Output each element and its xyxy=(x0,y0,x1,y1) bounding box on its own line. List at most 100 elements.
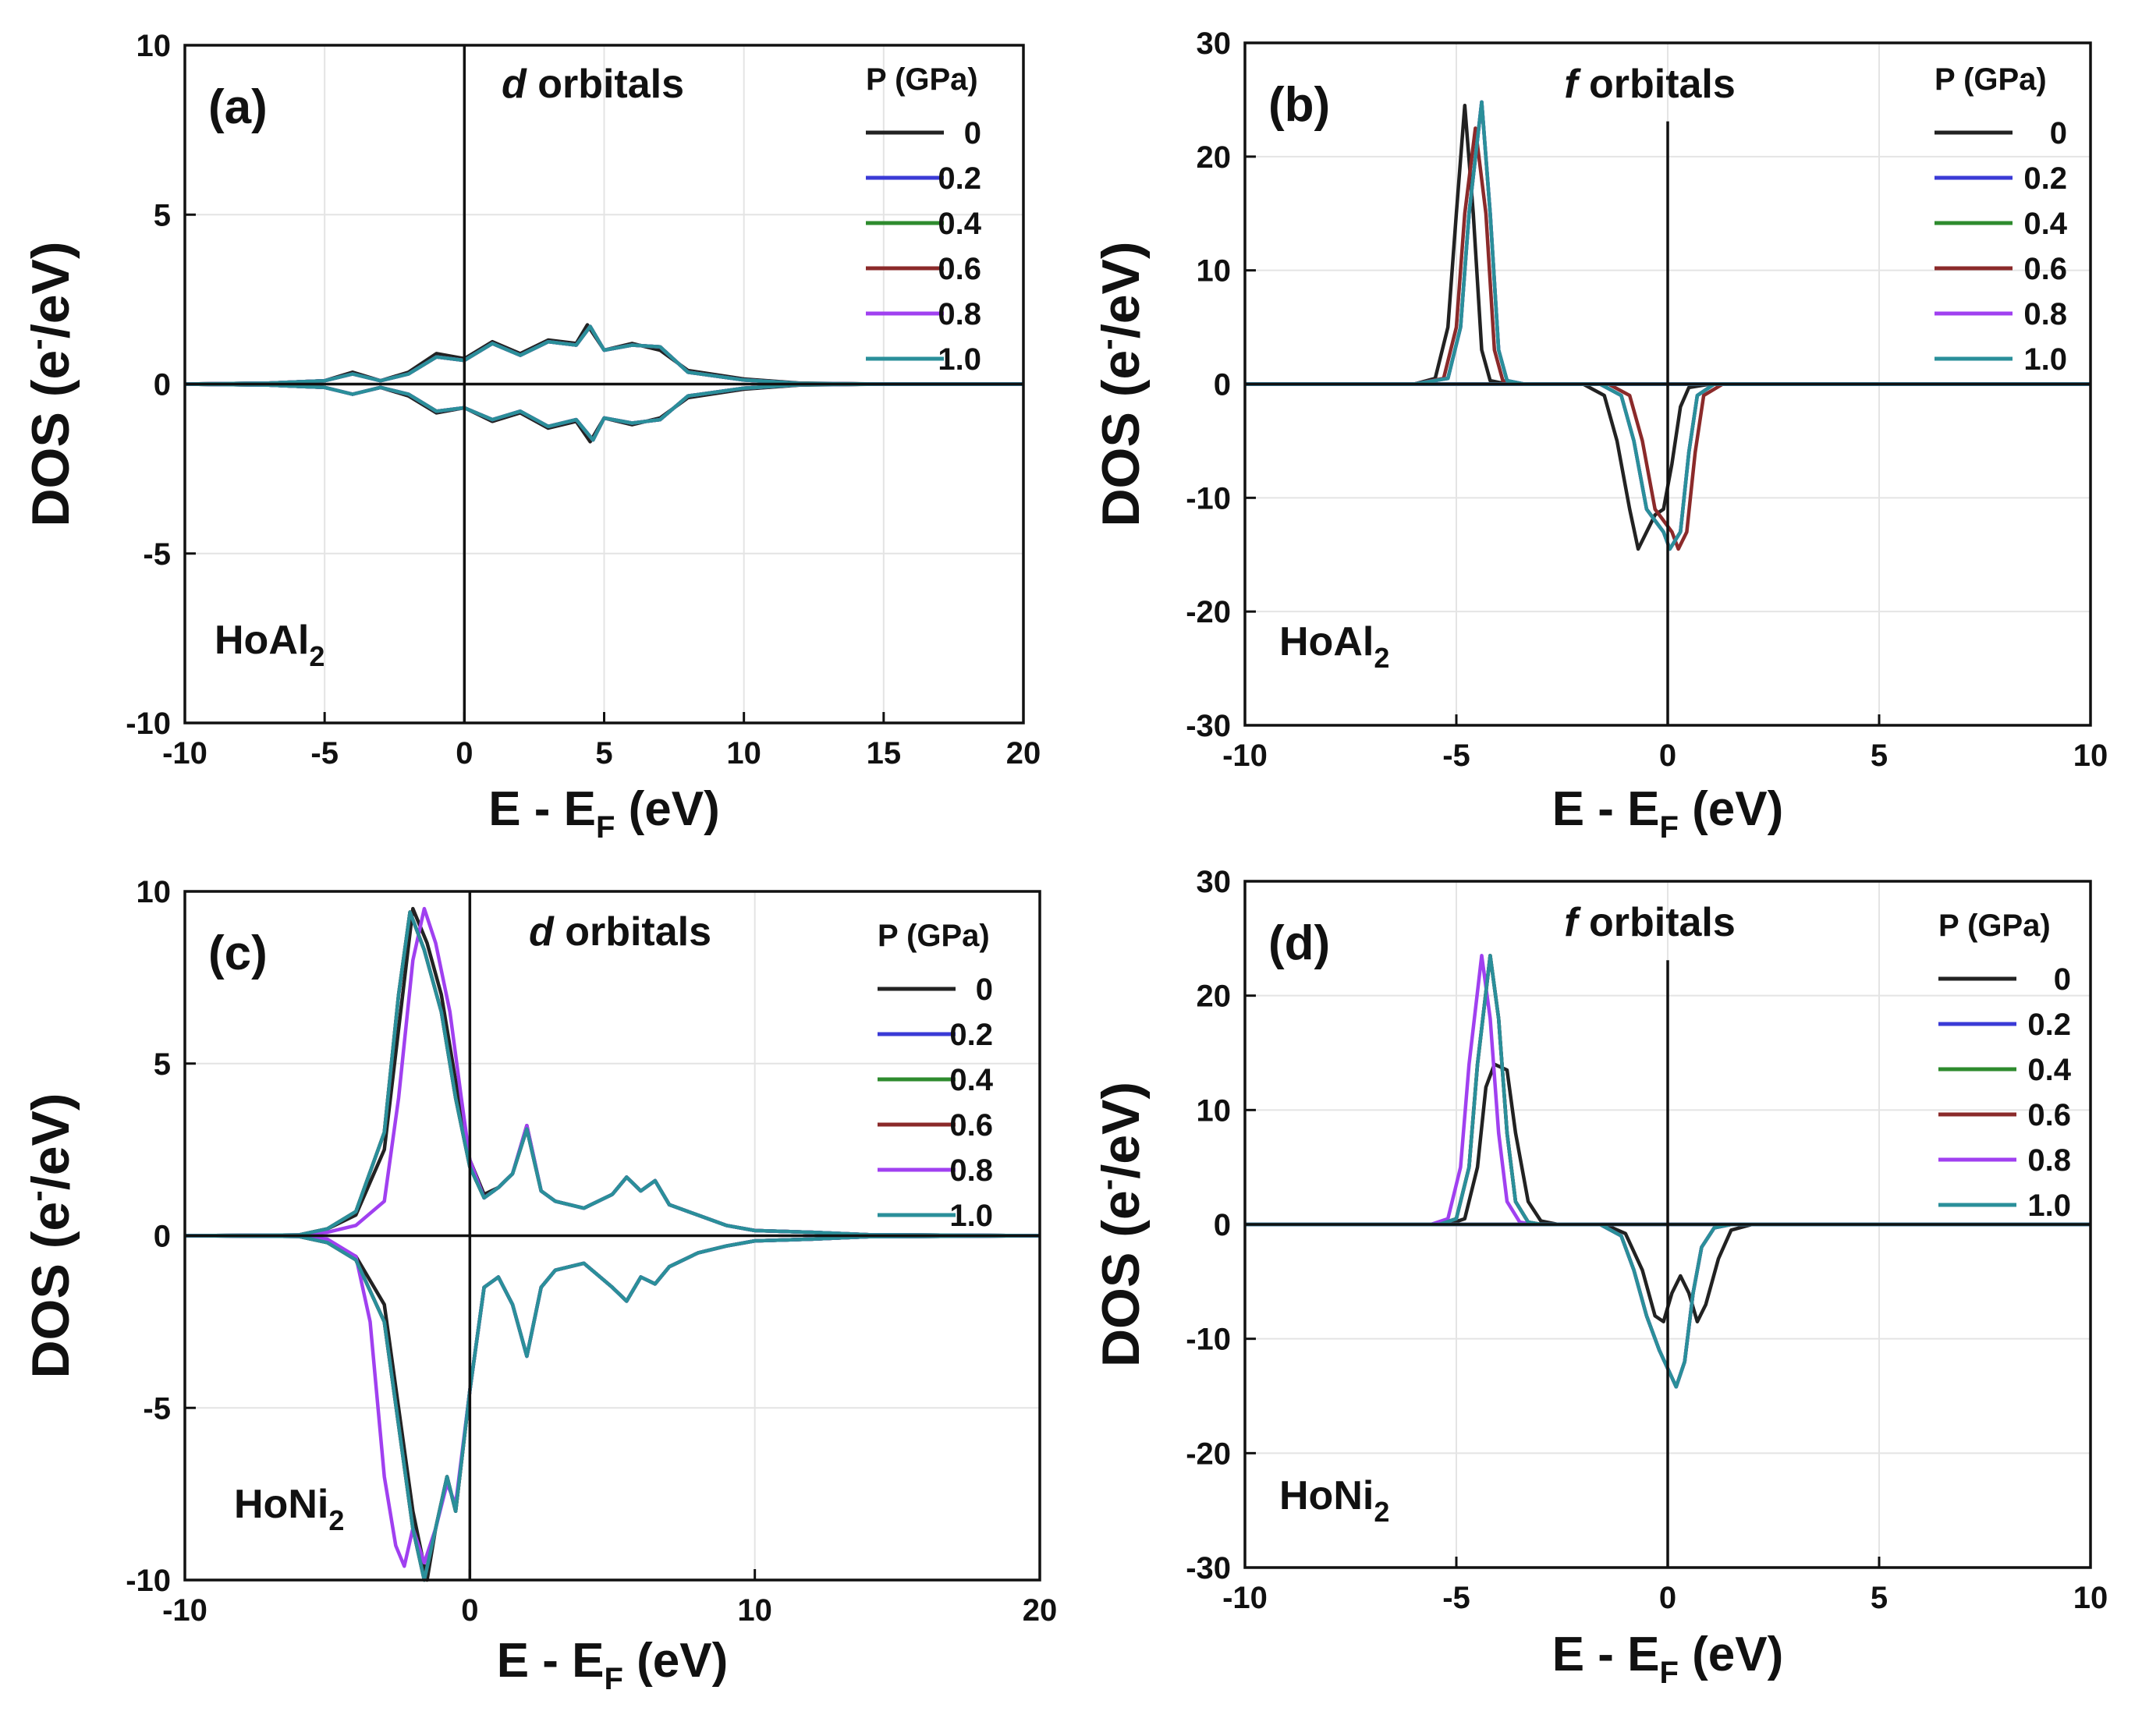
orbital-annotation: d orbitals xyxy=(502,62,684,107)
series-0.4-spin-up-line xyxy=(184,910,1041,1238)
x-tick-label: -10 xyxy=(1222,739,1268,773)
y-tick-label: 10 xyxy=(137,875,172,909)
panel-label: (d) xyxy=(1268,916,1330,970)
x-axis-title: E - EF (eV) xyxy=(497,1634,729,1696)
y-tick-label: -20 xyxy=(1186,1437,1231,1471)
legend-entry: 0.4 xyxy=(2023,207,2067,241)
series-1.0-spin-up-line xyxy=(184,324,1023,386)
y-tick-label: 5 xyxy=(154,198,171,232)
legend-entry: 0.2 xyxy=(2027,1008,2071,1042)
y-tick-label: 20 xyxy=(1197,140,1232,175)
y-tick-label: 30 xyxy=(1197,27,1232,61)
y-axis-title: DOS (e-/eV) xyxy=(1088,1082,1151,1367)
legend-title: P (GPa) xyxy=(1935,62,2047,97)
compound-label: HoNi2 xyxy=(234,1482,344,1536)
y-tick-label: -30 xyxy=(1186,1551,1231,1585)
legend-title: P (GPa) xyxy=(866,62,978,97)
y-tick-label: 0 xyxy=(154,368,171,402)
series-0.2-spin-up-line xyxy=(184,910,1041,1238)
panel-d: -10 -5 0 5 10 -30 -20 -10 0 10 20 30 E - EF (eV) DOS … xyxy=(1088,865,2108,1690)
panel-b: -10 -5 0 5 10 -30 -20 -10 0 10 20 30 E - EF (eV) DOS … xyxy=(1088,27,2108,845)
x-tick-label: 0 xyxy=(1659,739,1676,773)
legend-title: P (GPa) xyxy=(878,919,990,953)
x-tick-label: 10 xyxy=(737,1593,772,1628)
x-tick-label: 10 xyxy=(726,736,761,771)
y-axis-title: DOS (e-/eV) xyxy=(1088,241,1151,526)
compound-label: HoAl2 xyxy=(215,618,324,672)
compound-label: HoNi2 xyxy=(1279,1473,1389,1528)
legend-entry: 0.8 xyxy=(949,1153,993,1188)
series-1.0-spin-down-line xyxy=(184,1234,1041,1582)
legend-entry: 0.4 xyxy=(949,1063,993,1097)
compound-label: HoAl2 xyxy=(1279,619,1389,674)
y-tick-label: -5 xyxy=(143,1391,171,1426)
x-tick-label: 5 xyxy=(1871,1581,1888,1615)
series-0.8-spin-up-line xyxy=(184,906,1041,1238)
legend: P (GPa)00.20.40.60.81.0 xyxy=(1935,62,2068,377)
y-tick-label: -20 xyxy=(1186,595,1231,629)
legend-entry: 1.0 xyxy=(2027,1189,2071,1223)
legend: P (GPa)00.20.40.60.81.0 xyxy=(1938,909,2072,1223)
legend-entry: 0.8 xyxy=(2027,1143,2071,1178)
y-tick-label: 0 xyxy=(1214,368,1231,402)
panel-label: (a) xyxy=(208,80,268,134)
y-tick-label: 30 xyxy=(1197,865,1232,899)
x-tick-label: 10 xyxy=(2073,739,2108,773)
series-1.0-spin-up-line xyxy=(1245,100,2091,386)
series-1.0-spin-down-line xyxy=(1245,1222,2091,1389)
legend-entry: 0.4 xyxy=(938,207,981,241)
x-tick-label: -5 xyxy=(310,736,339,771)
x-tick-label: 5 xyxy=(595,736,612,771)
y-tick-label: -5 xyxy=(143,537,171,572)
orbital-annotation: f orbitals xyxy=(1564,62,1736,107)
y-tick-label: 20 xyxy=(1197,980,1232,1014)
legend-title: P (GPa) xyxy=(1938,909,2051,943)
legend: P (GPa)00.20.40.60.81.0 xyxy=(878,919,994,1233)
legend-entry: 0.6 xyxy=(938,252,981,286)
y-tick-label: -10 xyxy=(126,1564,171,1598)
x-axis-title: E - EF (eV) xyxy=(1552,782,1784,845)
x-tick-label: -10 xyxy=(1222,1581,1268,1615)
y-tick-label: 0 xyxy=(154,1220,171,1254)
y-tick-label: -30 xyxy=(1186,709,1231,743)
series-1.0-spin-up-line xyxy=(184,910,1041,1238)
legend-entry: 0.4 xyxy=(2027,1053,2071,1087)
y-tick-label: 10 xyxy=(137,29,172,63)
y-tick-label: 10 xyxy=(1197,1093,1232,1128)
x-tick-label: 0 xyxy=(456,736,473,771)
series-0-spin-up-line xyxy=(184,906,1041,1238)
x-tick-label: 20 xyxy=(1006,736,1041,771)
legend-entry: 0.6 xyxy=(2027,1098,2071,1132)
legend: P (GPa)00.20.40.60.81.0 xyxy=(866,62,982,377)
series-0-spin-down-line xyxy=(1245,382,2091,551)
x-tick-label: 20 xyxy=(1023,1593,1058,1628)
series-1.0-spin-down-line xyxy=(1245,382,2091,551)
legend-entry: 1.0 xyxy=(949,1199,993,1233)
legend-entry: 0 xyxy=(964,116,981,151)
x-tick-label: -5 xyxy=(1442,739,1470,773)
orbital-annotation: d orbitals xyxy=(529,909,711,955)
series-1.0-spin-up-line xyxy=(1245,954,2091,1227)
y-axis-title: DOS (e-/eV) xyxy=(18,241,80,526)
y-tick-label: -10 xyxy=(126,707,171,741)
x-axis-title: E - EF (eV) xyxy=(488,782,720,845)
x-axis-title: E - EF (eV) xyxy=(1552,1628,1784,1690)
y-tick-label: 10 xyxy=(1197,254,1232,289)
legend-entry: 0 xyxy=(2050,116,2067,151)
legend-entry: 1.0 xyxy=(938,342,981,377)
y-tick-label: 0 xyxy=(1214,1208,1231,1242)
x-tick-label: -10 xyxy=(162,1593,207,1628)
legend-entry: 0.2 xyxy=(949,1018,993,1052)
x-tick-label: -5 xyxy=(1442,1581,1470,1615)
legend-entry: 0.2 xyxy=(2023,161,2067,196)
y-axis-title: DOS (e-/eV) xyxy=(18,1093,80,1378)
x-tick-label: -10 xyxy=(162,736,207,771)
panel-label: (c) xyxy=(208,926,268,980)
x-tick-label: 15 xyxy=(867,736,902,771)
legend-entry: 0.8 xyxy=(938,297,981,331)
y-tick-label: -10 xyxy=(1186,481,1231,515)
legend-entry: 0.6 xyxy=(2023,252,2067,286)
